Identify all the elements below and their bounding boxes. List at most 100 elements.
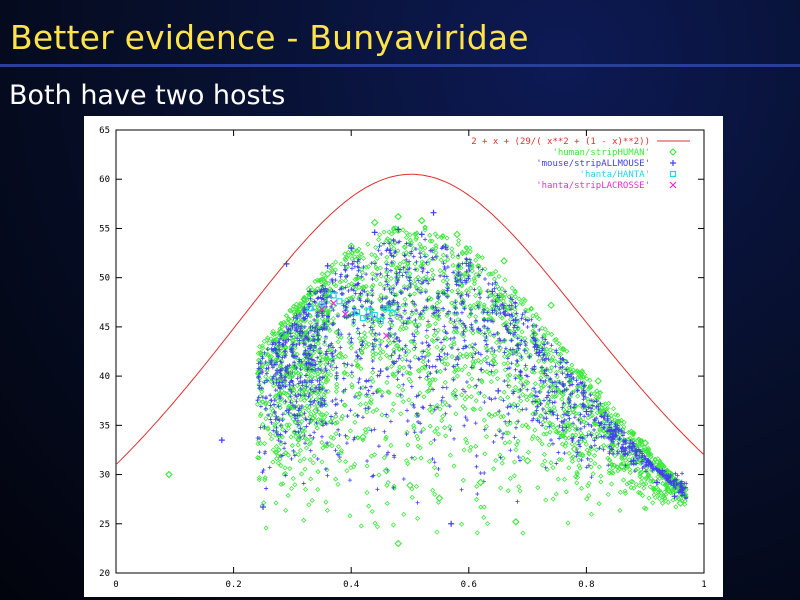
data-point [448, 520, 455, 527]
data-point [617, 462, 626, 471]
data-point [670, 160, 676, 166]
data-point [341, 310, 349, 318]
data-point [307, 288, 314, 295]
data-point [435, 494, 444, 502]
data-point [641, 439, 649, 447]
plot-border [115, 129, 705, 574]
data-point [669, 170, 677, 178]
data-point [495, 387, 502, 394]
data-point [382, 466, 391, 475]
legend-label: 2 + x + (29/( x**2 + (1 - x)**2)) [471, 137, 650, 147]
data-point [260, 504, 266, 511]
data-point [570, 445, 579, 453]
data-point [465, 262, 472, 269]
data-point [512, 518, 520, 526]
scatter-plot: 20 25 30 35 40 45 50 55 60 65 0 0.2 0.4 0.6 0.8 1 2 + x… [99, 126, 707, 590]
data-point [389, 310, 396, 317]
data-point [348, 245, 355, 252]
data-point [377, 368, 384, 375]
data-point [377, 317, 384, 325]
x-tick-label: 0.4 [343, 580, 359, 590]
y-tick-label: 60 [99, 175, 110, 185]
series-points [165, 212, 685, 548]
y-tick-label: 25 [99, 520, 110, 530]
data-point [383, 305, 390, 312]
data-point [312, 406, 320, 415]
data-point [318, 305, 326, 313]
x-tick-label: 0.2 [225, 580, 241, 590]
data-point [383, 332, 390, 340]
data-point [512, 316, 519, 323]
data-point [500, 257, 508, 265]
x-tick-label: 0 [113, 580, 118, 590]
data-point [371, 311, 378, 319]
data-point [318, 301, 325, 308]
data-point [359, 433, 367, 441]
y-tick-label: 30 [99, 471, 110, 481]
data-point [370, 218, 379, 227]
data-point [359, 314, 367, 322]
data-point [289, 322, 296, 329]
data-point [324, 262, 331, 269]
y-tick-label: 40 [99, 372, 110, 382]
data-point [353, 309, 361, 316]
data-point [583, 408, 590, 415]
data-point [394, 539, 403, 548]
data-point [288, 370, 297, 378]
data-point [594, 377, 602, 385]
data-point [664, 486, 673, 495]
data-point [453, 230, 461, 239]
point-cloud-layer [254, 224, 689, 536]
series-points [318, 299, 390, 340]
data-point [671, 493, 678, 500]
data-point [489, 288, 496, 295]
series-layer [115, 173, 705, 548]
curve-line [115, 173, 705, 466]
legend: 2 + x + (29/( x**2 + (1 - x)**2))'human/… [471, 137, 690, 191]
data-point [335, 351, 344, 360]
data-point [283, 260, 290, 267]
data-point [336, 298, 343, 305]
data-point [676, 499, 685, 507]
data-point [300, 295, 308, 304]
data-point [395, 226, 402, 233]
data-point [406, 481, 414, 490]
data-point [394, 212, 403, 221]
legend-label: 'hanta/stripLACROSSE' [536, 181, 650, 191]
data-point [365, 308, 372, 315]
data-point [536, 349, 543, 356]
y-tick-label: 45 [99, 323, 110, 333]
data-point [442, 244, 449, 251]
data-point [523, 456, 532, 465]
slide-subtitle: Both have two hosts [9, 80, 286, 111]
series-points [306, 292, 396, 325]
data-point [218, 437, 225, 444]
data-point [330, 299, 337, 307]
legend-label: 'mouse/stripALLMOUSE' [536, 159, 650, 169]
data-point [476, 478, 485, 487]
x-tick-label: 0.6 [461, 580, 477, 590]
data-point [436, 353, 443, 360]
human-cloud [254, 224, 689, 536]
x-tick-label: 0.8 [578, 580, 594, 590]
data-point [669, 181, 677, 189]
y-tick-label: 50 [99, 274, 110, 284]
title-divider [0, 64, 800, 67]
x-tick-label: 1 [701, 580, 706, 590]
data-point [430, 209, 437, 216]
data-point [371, 229, 378, 236]
data-point [547, 301, 555, 310]
slide-title: Better evidence - Bunyaviridae [10, 18, 529, 57]
data-point [323, 269, 332, 278]
data-point [418, 231, 425, 238]
data-point [559, 380, 566, 387]
scatter-plot-frame: 20 25 30 35 40 45 50 55 60 65 0 0.2 0.4 0.6 0.8 1 2 + x… [84, 116, 723, 597]
y-tick-label: 35 [99, 421, 110, 431]
data-point [630, 457, 637, 464]
data-point [669, 148, 677, 156]
data-point [330, 292, 337, 299]
data-point [165, 470, 173, 479]
series-points [218, 209, 678, 527]
y-tick-label: 65 [99, 126, 110, 136]
data-point [417, 216, 426, 225]
